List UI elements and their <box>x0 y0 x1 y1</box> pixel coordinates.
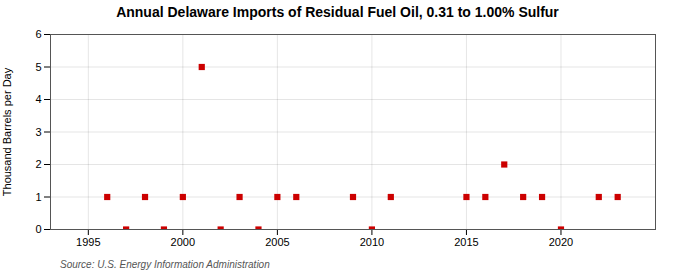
svg-text:1: 1 <box>35 191 41 203</box>
svg-text:6: 6 <box>35 28 41 40</box>
svg-text:4: 4 <box>35 93 41 105</box>
svg-text:3: 3 <box>35 126 41 138</box>
svg-text:2005: 2005 <box>265 236 289 248</box>
svg-text:5: 5 <box>35 61 41 73</box>
html-text:Source: U.S. Energy Informatio: Source: U.S. Energy Information Administ… <box>60 259 270 270</box>
svg-text:2: 2 <box>35 158 41 170</box>
svg-text:2020: 2020 <box>549 236 573 248</box>
html-text:Annual Delaware Imports of Res: Annual Delaware Imports of Residual Fuel… <box>116 4 559 20</box>
svg-text:2015: 2015 <box>454 236 478 248</box>
svg-text:1995: 1995 <box>76 236 100 248</box>
svg-text:0: 0 <box>35 223 41 235</box>
svg-text:Thousand Barrels per Day: Thousand Barrels per Day <box>1 67 13 196</box>
svg-text:2000: 2000 <box>171 236 195 248</box>
svg-text:2010: 2010 <box>360 236 384 248</box>
